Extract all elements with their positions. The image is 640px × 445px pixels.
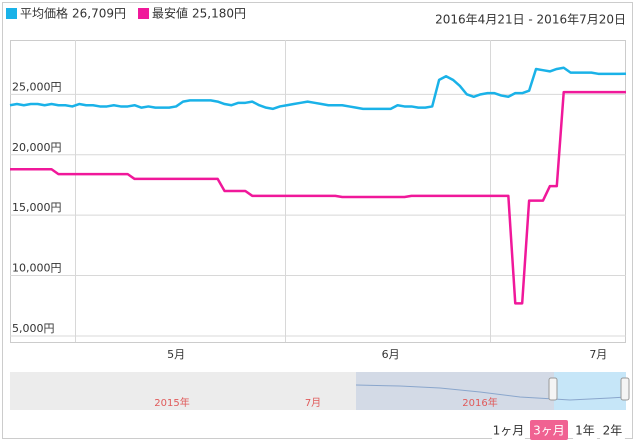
range-button-label[interactable]: 1年 (575, 424, 595, 438)
y-tick-label: 15,000円 (12, 201, 62, 214)
legend: 平均価格 26,709円 最安値 25,180円 (6, 6, 246, 21)
y-tick-label: 10,000円 (12, 262, 62, 275)
legend-label: 平均価格 (20, 6, 68, 21)
range-button-label[interactable]: 2年 (603, 424, 623, 438)
navigator-past (356, 372, 554, 410)
plot-frame (10, 40, 626, 343)
legend-value: 25,180円 (192, 7, 246, 21)
legend-value: 26,709円 (72, 7, 126, 21)
range-button[interactable] (600, 420, 625, 440)
navigator-window[interactable] (554, 372, 626, 410)
y-tick-label: 20,000円 (12, 141, 62, 154)
x-tick-label: 5月 (167, 348, 185, 361)
navigator-line (355, 384, 627, 401)
x-tick-label: 6月 (382, 348, 400, 361)
range-button-label[interactable]: 3ヶ月 (533, 424, 565, 438)
range-button[interactable] (530, 420, 568, 440)
navigator-label: 7月 (305, 397, 321, 409)
range-button-label[interactable]: 1ヶ月 (493, 424, 525, 438)
range-buttons: 1ヶ月 3ヶ月 1年 2年 (492, 420, 625, 440)
x-tick-label: 7月 (589, 348, 607, 361)
navigator-label: 2015年 (154, 396, 189, 409)
y-tick-label: 25,000円 (12, 80, 62, 93)
date-range: 2016年4月21日 - 2016年7月20日 (435, 13, 626, 27)
y-tick-label: 5,000円 (12, 322, 55, 335)
legend-swatch (138, 8, 150, 19)
series-line (9, 66, 627, 111)
legend-label: 最安値 (152, 6, 188, 21)
navigator-labels: 2015年 7月 2016年 (154, 396, 497, 409)
navigator-handle[interactable] (620, 377, 630, 401)
navigator-label: 2016年 (462, 396, 497, 409)
range-button[interactable] (573, 420, 597, 440)
navigator-handle[interactable] (548, 377, 558, 401)
legend-swatch (6, 8, 17, 19)
range-button[interactable] (492, 420, 525, 440)
series-line (10, 90, 626, 305)
